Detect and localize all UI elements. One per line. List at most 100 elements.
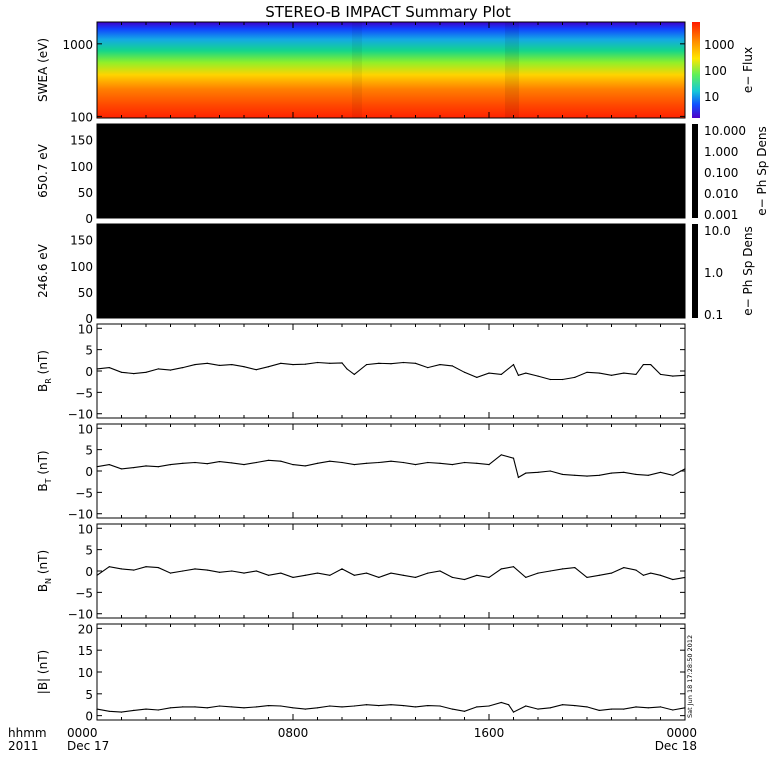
data-point — [316, 572, 319, 574]
data-point — [390, 704, 392, 706]
data-point — [304, 465, 306, 467]
data-point — [206, 362, 208, 364]
data-point — [120, 371, 123, 373]
y-tick-label: 15 — [78, 644, 93, 658]
data-point — [365, 364, 368, 366]
y-tick-label: 0 — [85, 212, 93, 226]
data-point — [329, 362, 331, 364]
data-point — [598, 372, 600, 374]
data-point — [500, 568, 502, 570]
data-point — [243, 366, 245, 368]
data-point — [182, 462, 184, 464]
data-point — [218, 364, 221, 366]
panel-frame-3 — [96, 323, 686, 419]
data-point — [231, 570, 233, 572]
data-point — [218, 461, 221, 463]
y-tick-label: 1000 — [62, 38, 93, 52]
data-point — [402, 574, 404, 576]
y-tick-label: 150 — [70, 234, 93, 248]
data-point — [463, 578, 466, 581]
data-point — [145, 566, 147, 568]
data-point — [353, 373, 355, 375]
data-point — [659, 471, 662, 473]
y-tick-label: 0 — [85, 565, 93, 579]
data-point — [316, 707, 319, 709]
data-point — [598, 709, 600, 712]
y-tick-label: −10 — [68, 408, 93, 422]
data-point — [133, 569, 135, 571]
colorbar-label: e− Ph Sp Dens — [755, 126, 769, 215]
colorbar-tick-label: 10.0 — [704, 224, 731, 238]
data-point — [255, 706, 257, 708]
data-point — [476, 706, 478, 708]
data-point — [378, 461, 380, 464]
y-axis-label: 650.7 eV — [36, 143, 50, 198]
y-tick-label: 50 — [78, 186, 93, 200]
data-point — [508, 704, 510, 706]
data-point — [292, 364, 294, 366]
time-tick-label: 0800 — [278, 726, 309, 740]
data-point — [451, 365, 453, 367]
data-point — [463, 710, 466, 712]
pad-650-colorbar — [692, 124, 698, 218]
time-tick-label: 1600 — [474, 726, 505, 740]
colorbar-tick-label: 1.000 — [704, 145, 738, 159]
y-tick-label: 0 — [85, 312, 93, 326]
data-point — [574, 567, 576, 569]
pad-650-spectrogram — [97, 124, 685, 218]
data-point — [672, 709, 674, 711]
y-tick-label: 100 — [70, 260, 93, 274]
data-point — [280, 460, 282, 462]
data-point — [451, 576, 453, 579]
data-point — [329, 574, 331, 576]
data-point — [561, 704, 564, 706]
data-point — [439, 570, 441, 572]
data-point — [145, 371, 147, 373]
data-point — [292, 576, 294, 579]
data-point — [488, 372, 490, 374]
data-point — [206, 707, 208, 709]
data-point — [476, 376, 478, 378]
data-point — [642, 364, 645, 366]
panel-frame-4 — [96, 423, 686, 519]
data-point — [659, 706, 662, 708]
colorbar-label: e− Flux — [741, 47, 755, 93]
data-point — [610, 472, 613, 474]
data-point — [280, 362, 282, 364]
colorbar-tick-label: 10.000 — [704, 124, 746, 138]
data-point — [525, 705, 527, 707]
data-point — [169, 464, 172, 466]
data-point — [206, 569, 208, 571]
data-point — [623, 471, 625, 473]
data-point — [346, 368, 348, 370]
series-line-4 — [96, 454, 686, 479]
data-point — [255, 369, 257, 371]
y-tick-label: −5 — [75, 586, 93, 600]
y-tick-label: 50 — [78, 286, 93, 300]
data-point — [650, 364, 652, 366]
data-point — [500, 454, 502, 456]
swea-panel — [97, 22, 700, 118]
data-point — [635, 706, 637, 708]
data-point — [378, 362, 380, 364]
data-point — [304, 363, 306, 365]
pad-246-spectrogram — [97, 224, 685, 318]
y-tick-label: −10 — [68, 508, 93, 522]
data-point — [647, 707, 649, 709]
y-tick-label: 5 — [85, 544, 93, 558]
data-point — [623, 372, 625, 374]
y-tick-label: 100 — [70, 110, 93, 124]
y-tick-label: −5 — [75, 386, 93, 400]
data-point — [280, 572, 282, 574]
pad-246-colorbar — [692, 224, 698, 318]
data-point — [243, 572, 245, 574]
data-point — [133, 373, 135, 375]
data-point — [672, 474, 674, 476]
data-point — [182, 570, 184, 572]
data-point — [120, 711, 123, 713]
y-tick-label: −10 — [68, 608, 93, 622]
data-point — [610, 572, 613, 574]
data-point — [427, 367, 429, 369]
data-point — [537, 708, 539, 710]
